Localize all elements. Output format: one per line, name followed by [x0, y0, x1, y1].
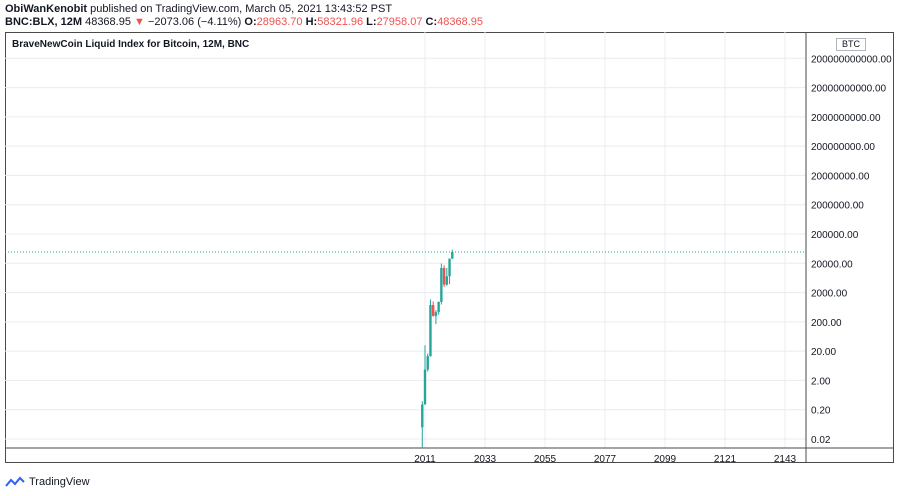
y-tick-label: 2.00 — [811, 376, 831, 387]
x-tick-label: 2077 — [594, 454, 617, 463]
y-tick-label: 2000.00 — [811, 289, 848, 300]
candle-body — [431, 304, 435, 316]
y-tick-label: 20000000000.00 — [811, 84, 887, 95]
candle-body — [448, 258, 451, 277]
candle-body — [442, 267, 446, 285]
symbol-info: BNC:BLX, 12M 48368.95 ▼ −2073.06 (−4.11%… — [5, 16, 483, 28]
y-tick-label: 200000.00 — [811, 230, 859, 241]
author-name[interactable]: ObiWanKenobit — [5, 3, 88, 15]
low-label: L: — [366, 16, 377, 28]
y-tick-label: 200000000.00 — [811, 142, 875, 153]
y-tick-label: 0.20 — [811, 406, 831, 417]
candle-body — [445, 276, 449, 285]
y-tick-label: 20000.00 — [811, 259, 853, 270]
candle-body — [451, 252, 454, 259]
symbol-name: BNC:BLX, 12M — [5, 16, 83, 28]
candle-body — [429, 304, 432, 357]
x-tick-label: 2143 — [774, 454, 797, 463]
y-tick-label: 20000000.00 — [811, 171, 870, 182]
x-tick-label: 2011 — [414, 454, 436, 463]
candle-body — [440, 267, 443, 302]
price-chart[interactable]: 0.02 0.20 2.00 20.00 200.00 2000.00 20000.00 20… — [5, 32, 894, 463]
y-tick-label: 2000000000.00 — [811, 113, 881, 124]
y-tick-label: 200.00 — [811, 318, 842, 329]
tradingview-brand: TradingView — [29, 476, 90, 488]
y-tick-label: 2000000.00 — [811, 201, 864, 212]
publish-text: published on TradingView.com, March 05, … — [90, 3, 393, 15]
down-arrow-icon: ▼ — [134, 16, 145, 28]
chart-frame — [5, 32, 894, 463]
x-tick-label: 2055 — [534, 454, 557, 463]
candle-body — [423, 369, 427, 405]
y-tick-label: 0.02 — [811, 435, 831, 446]
chart-title: BraveNewCoin Liquid Index for Bitcoin, 1… — [12, 39, 250, 50]
candle-body — [421, 404, 424, 428]
last-price: 48368.95 — [85, 16, 131, 28]
candle-body — [437, 301, 440, 313]
price-change: −2073.06 (−4.11%) — [147, 16, 242, 28]
tradingview-logo-icon — [5, 476, 25, 487]
low-value: 27958.07 — [376, 16, 423, 28]
x-tick-label: 2033 — [474, 454, 497, 463]
candle-body — [426, 356, 429, 370]
publish-info: ObiWanKenobit published on TradingView.c… — [5, 3, 392, 15]
y-tick-label: 20.00 — [811, 347, 836, 358]
open-value: 28963.70 — [256, 16, 303, 28]
tradingview-logo[interactable]: TradingView — [5, 474, 90, 490]
high-value: 58321.96 — [317, 16, 364, 28]
x-tick-label: 2121 — [714, 454, 737, 463]
y-tick-label: 200000000000.00 — [811, 54, 892, 65]
open-label: O: — [244, 16, 257, 28]
x-tick-label: 2099 — [654, 454, 677, 463]
close-label: C: — [425, 16, 438, 28]
currency-tag: BTC — [836, 38, 866, 51]
high-label: H: — [305, 16, 318, 28]
close-value: 48368.95 — [437, 16, 484, 28]
candle-body — [434, 312, 438, 316]
